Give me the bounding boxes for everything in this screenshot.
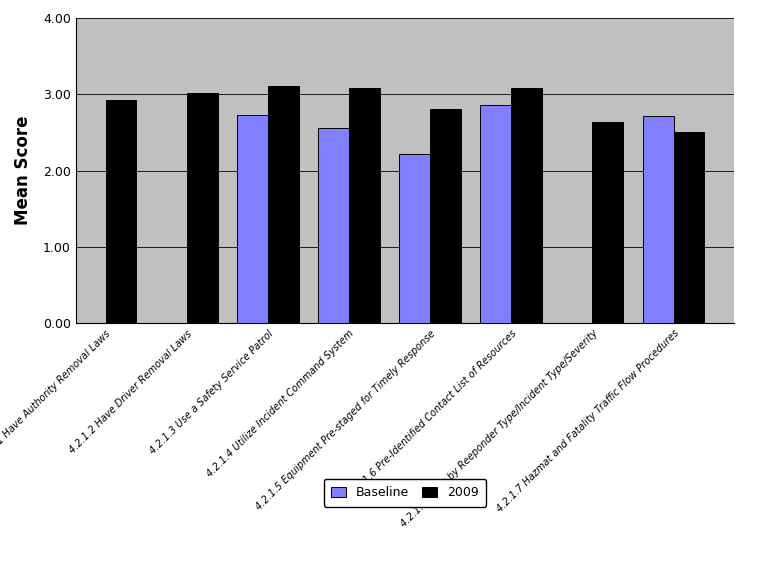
Bar (399, 155, 430, 323)
Bar (481, 105, 511, 323)
Bar (593, 122, 623, 323)
Bar (430, 109, 461, 323)
Legend: Baseline, 2009: Baseline, 2009 (324, 479, 486, 507)
Y-axis label: Mean Score: Mean Score (14, 116, 32, 225)
Bar (268, 86, 299, 323)
Bar (106, 100, 136, 323)
Bar (187, 93, 217, 323)
Bar (349, 88, 380, 323)
Bar (237, 115, 268, 323)
Bar (643, 116, 674, 323)
Bar (511, 88, 542, 323)
Bar (318, 129, 349, 323)
Bar (674, 132, 704, 323)
